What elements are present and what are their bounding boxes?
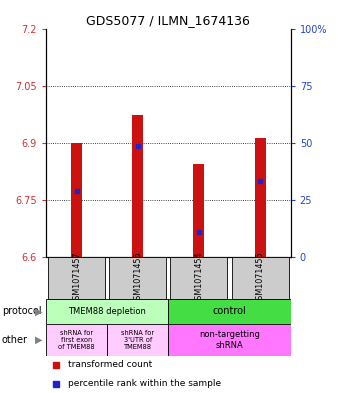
- Bar: [132, 115, 143, 257]
- Text: other: other: [2, 335, 28, 345]
- Bar: [168, 324, 291, 356]
- Text: shRNA for
3'UTR of
TMEM88: shRNA for 3'UTR of TMEM88: [121, 330, 154, 350]
- Text: GSM1071454: GSM1071454: [194, 251, 203, 305]
- Bar: [71, 143, 82, 257]
- Text: GSM1071455: GSM1071455: [256, 251, 265, 305]
- Text: percentile rank within the sample: percentile rank within the sample: [68, 379, 221, 388]
- Bar: [48, 257, 105, 299]
- Text: protocol: protocol: [2, 307, 41, 316]
- Bar: [46, 324, 107, 356]
- Text: ▶: ▶: [35, 335, 42, 345]
- Bar: [193, 164, 204, 257]
- Text: shRNA for
first exon
of TMEM88: shRNA for first exon of TMEM88: [58, 330, 95, 350]
- Text: transformed count: transformed count: [68, 360, 152, 369]
- Bar: [255, 138, 266, 257]
- Text: control: control: [212, 307, 246, 316]
- Bar: [107, 324, 168, 356]
- Bar: [232, 257, 289, 299]
- Text: ▶: ▶: [35, 307, 42, 316]
- Text: non-targetting
shRNA: non-targetting shRNA: [199, 330, 260, 350]
- Bar: [170, 257, 227, 299]
- Bar: [46, 299, 168, 324]
- Text: TMEM88 depletion: TMEM88 depletion: [68, 307, 146, 316]
- Text: GSM1071457: GSM1071457: [72, 251, 81, 305]
- Title: GDS5077 / ILMN_1674136: GDS5077 / ILMN_1674136: [86, 14, 250, 27]
- Text: GSM1071456: GSM1071456: [133, 251, 142, 305]
- Bar: [168, 299, 291, 324]
- Bar: [109, 257, 166, 299]
